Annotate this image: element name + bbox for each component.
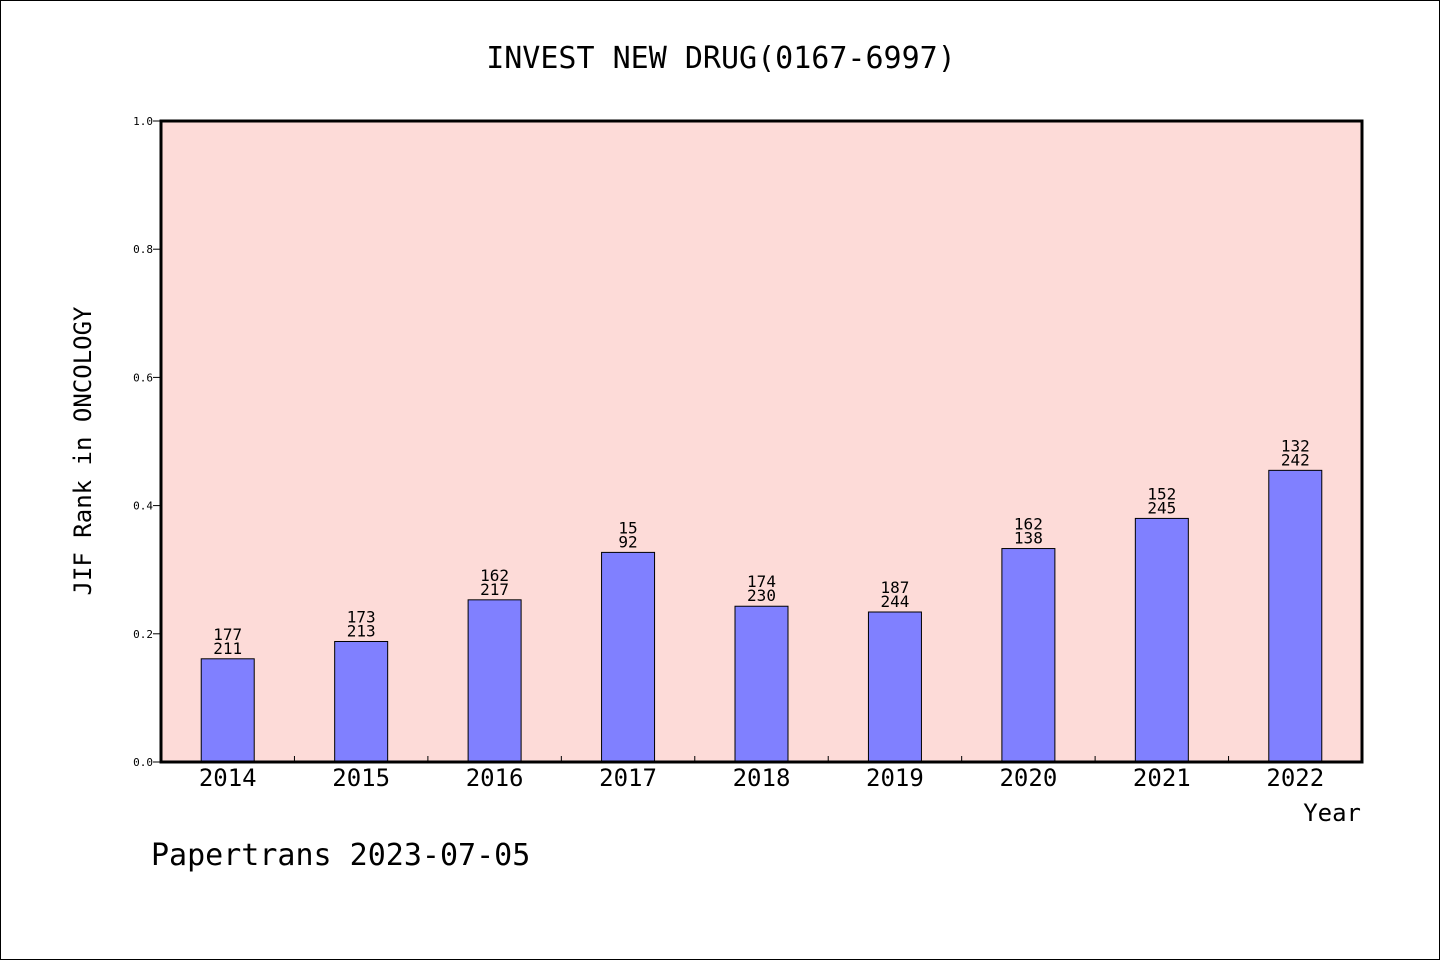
y-tick-label: 0.2: [133, 628, 153, 641]
x-tick-label: 2016: [466, 764, 524, 792]
bar-label-top: 162: [480, 566, 509, 585]
bar-label-top: 187: [880, 578, 909, 597]
bar-label-top: 15: [618, 518, 637, 537]
x-tick-label: 2019: [866, 764, 924, 792]
x-tick-label: 2021: [1133, 764, 1191, 792]
bar-2022: [1268, 469, 1323, 763]
x-tick-label: 2020: [999, 764, 1057, 792]
bar-label-bottom: 217: [480, 580, 509, 599]
bar-label-bottom: 244: [880, 592, 909, 611]
bar-2019: [867, 611, 922, 763]
bar-2017: [601, 551, 656, 763]
y-tick-label: 0.0: [133, 756, 153, 769]
x-tick-label: 2017: [599, 764, 657, 792]
bar-label-bottom: 230: [747, 586, 776, 605]
x-tick-label: 2018: [733, 764, 791, 792]
y-tick-label: 0.4: [133, 500, 153, 513]
bar-2021: [1134, 517, 1189, 763]
bar-label-top: 152: [1147, 484, 1176, 503]
y-tick-label: 1.0: [133, 115, 153, 128]
x-axis-title: Year: [1303, 799, 1361, 827]
bar-label-top: 173: [347, 607, 376, 626]
bar-label-top: 162: [1014, 515, 1043, 534]
footer-text: Papertrans 2023-07-05: [151, 838, 530, 873]
bar-2018: [734, 605, 789, 763]
chart-title: INVEST NEW DRUG(0167-6997): [486, 41, 956, 76]
bar-2016: [467, 599, 522, 763]
bar-label-bottom: 242: [1281, 450, 1310, 469]
x-tick-label: 2022: [1266, 764, 1324, 792]
x-tick-label: 2014: [199, 764, 257, 792]
bar-2020: [1001, 548, 1056, 763]
bar-label-bottom: 92: [618, 532, 637, 551]
bar-label-bottom: 213: [347, 621, 376, 640]
y-axis-title: JIF Rank in ONCOLOGY: [69, 306, 97, 596]
bars-group: [200, 469, 1323, 763]
bar-2014: [200, 658, 255, 763]
bar-label-bottom: 245: [1147, 498, 1176, 517]
bar-label-top: 174: [747, 572, 776, 591]
x-tick-label: 2015: [332, 764, 390, 792]
bar-label-bottom: 211: [213, 639, 242, 658]
x-axis: 2014 2015 2016 2017 2018 2019 2020 2021 2022: [199, 764, 1324, 792]
y-axis: 0.0 0.2 0.4 0.6 0.8 1.0: [133, 115, 161, 769]
y-tick-label: 0.8: [133, 243, 153, 256]
bar-label-top: 177: [213, 625, 242, 644]
bar-label-top: 132: [1281, 436, 1310, 455]
y-tick-label: 0.6: [133, 371, 153, 384]
bar-label-bottom: 138: [1014, 529, 1043, 548]
bar-2015: [334, 640, 389, 763]
plot-border: [159, 119, 1364, 764]
